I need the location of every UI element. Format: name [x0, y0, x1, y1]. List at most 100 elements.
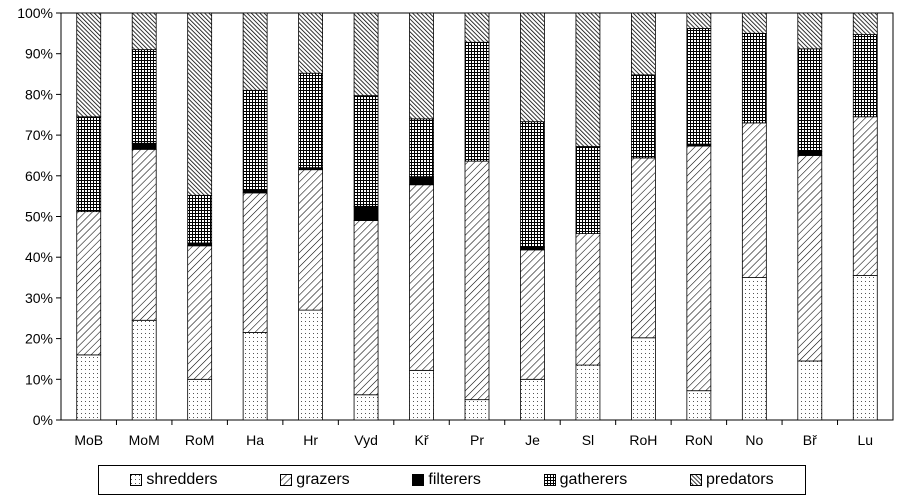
bar-segment-grazers	[631, 157, 656, 339]
x-tick-label: Pr	[470, 432, 484, 448]
bar-segment-gatherers	[464, 41, 490, 162]
bar-segment-predators	[631, 12, 656, 76]
bar-segment-shredders	[852, 275, 878, 421]
x-tick-label: RoH	[629, 432, 657, 448]
legend-label: predators	[706, 471, 774, 488]
bar-segment-filterers	[520, 246, 545, 251]
bar-segment-shredders	[464, 399, 490, 421]
bar-segment-gatherers	[298, 72, 324, 169]
bar-segment-filterers	[242, 189, 268, 194]
x-tick-label: Je	[525, 432, 540, 448]
y-tick-label: 60%	[25, 168, 53, 184]
bar-segment-predators	[76, 12, 102, 118]
y-tick-label: 90%	[25, 46, 53, 62]
bar-segment-gatherers	[409, 118, 434, 178]
bar-segment-gatherers	[852, 34, 878, 118]
x-tick-label: Vyd	[354, 432, 378, 448]
legend-item-gatherers: gatherers	[543, 471, 628, 489]
x-tick-label: MoM	[129, 432, 160, 448]
bar-segment-filterers	[797, 150, 823, 156]
bar-segment-shredders	[686, 390, 712, 421]
legend-label: gatherers	[559, 471, 628, 488]
legend-swatch-grazers	[280, 474, 293, 486]
bar-segment-grazers	[686, 145, 712, 392]
x-tick-label: RoN	[685, 432, 713, 448]
bar-segment-gatherers	[242, 89, 268, 191]
bar-segment-shredders	[520, 378, 545, 421]
y-tick-label: 0%	[33, 412, 53, 428]
bar-segment-filterers	[353, 205, 379, 221]
bar-segment-gatherers	[76, 116, 102, 213]
bar-segment-predators	[464, 12, 490, 43]
bar-segment-gatherers	[520, 121, 545, 248]
bar-segment-gatherers	[741, 32, 767, 124]
legend-label: grazers	[296, 471, 350, 488]
bar-segment-gatherers	[187, 194, 213, 244]
y-tick-label: 40%	[25, 249, 53, 265]
bar-segment-gatherers	[797, 48, 823, 152]
bar-segment-shredders	[741, 277, 767, 421]
bar-segment-grazers	[852, 116, 878, 276]
bar-segment-gatherers	[686, 28, 712, 145]
bar-segment-shredders	[76, 354, 102, 421]
x-tick-label: Bř	[803, 432, 817, 448]
bar-segment-grazers	[520, 249, 545, 380]
bar-segment-grazers	[353, 220, 379, 396]
bar-segment-shredders	[797, 360, 823, 421]
bar-segment-gatherers	[353, 95, 379, 207]
bar-segment-predators	[353, 12, 379, 97]
bar-segment-filterers	[409, 176, 434, 186]
y-tick-label: 80%	[25, 86, 53, 102]
bar-segment-shredders	[409, 369, 434, 421]
bar-segment-grazers	[131, 148, 157, 321]
bar-segment-shredders	[242, 332, 268, 421]
bar-segment-shredders	[575, 364, 601, 421]
legend-item-predators: predators	[690, 471, 774, 489]
y-tick-label: 70%	[25, 127, 53, 143]
legend-swatch-filterers	[412, 474, 425, 486]
bar-segment-grazers	[797, 155, 823, 362]
bar-segment-shredders	[631, 337, 656, 421]
x-tick-label: Hr	[303, 432, 318, 448]
bar-segment-predators	[298, 12, 324, 74]
bar-segment-predators	[797, 12, 823, 50]
bar-segment-predators	[520, 12, 545, 123]
x-tick-label: RoM	[185, 432, 215, 448]
y-tick-label: 30%	[25, 290, 53, 306]
legend-swatch-shredders	[130, 474, 143, 486]
bar-segment-grazers	[187, 245, 213, 380]
bar-segment-filterers	[187, 242, 213, 247]
x-tick-label: Ha	[246, 432, 264, 448]
bar-segment-grazers	[575, 233, 601, 366]
bar-segment-grazers	[298, 169, 324, 311]
legend-item-filterers: filterers	[412, 471, 481, 489]
bar-segment-gatherers	[575, 146, 601, 234]
x-tick-label: Lu	[857, 432, 873, 448]
bar-segment-predators	[187, 12, 213, 196]
chart-legend: shredders grazers filterers gatherers predat…	[98, 465, 806, 495]
bar-segment-shredders	[131, 319, 157, 421]
bar-segment-predators	[852, 12, 878, 35]
bar-segment-shredders	[298, 309, 324, 421]
bar-segment-grazers	[76, 211, 102, 356]
legend-label: shredders	[146, 471, 218, 488]
y-tick-label: 50%	[25, 209, 53, 225]
bar-segment-predators	[409, 12, 434, 120]
bar-segment-predators	[575, 12, 601, 147]
x-tick-label: Kř	[415, 432, 429, 448]
bar-segment-grazers	[741, 122, 767, 278]
bar-segment-shredders	[353, 394, 379, 421]
y-tick-label: 20%	[25, 331, 53, 347]
bar-segment-predators	[741, 12, 767, 34]
bar-segment-gatherers	[131, 49, 157, 144]
bar-segment-grazers	[409, 184, 434, 371]
legend-swatch-gatherers	[543, 474, 556, 486]
x-tick-label: MoB	[74, 432, 103, 448]
bar-segment-grazers	[242, 192, 268, 333]
bar-segment-filterers	[131, 142, 157, 150]
legend-item-shredders: shredders	[130, 471, 218, 489]
bar-segment-gatherers	[631, 74, 656, 159]
bar-segment-predators	[242, 12, 268, 91]
y-tick-label: 100%	[17, 5, 53, 21]
